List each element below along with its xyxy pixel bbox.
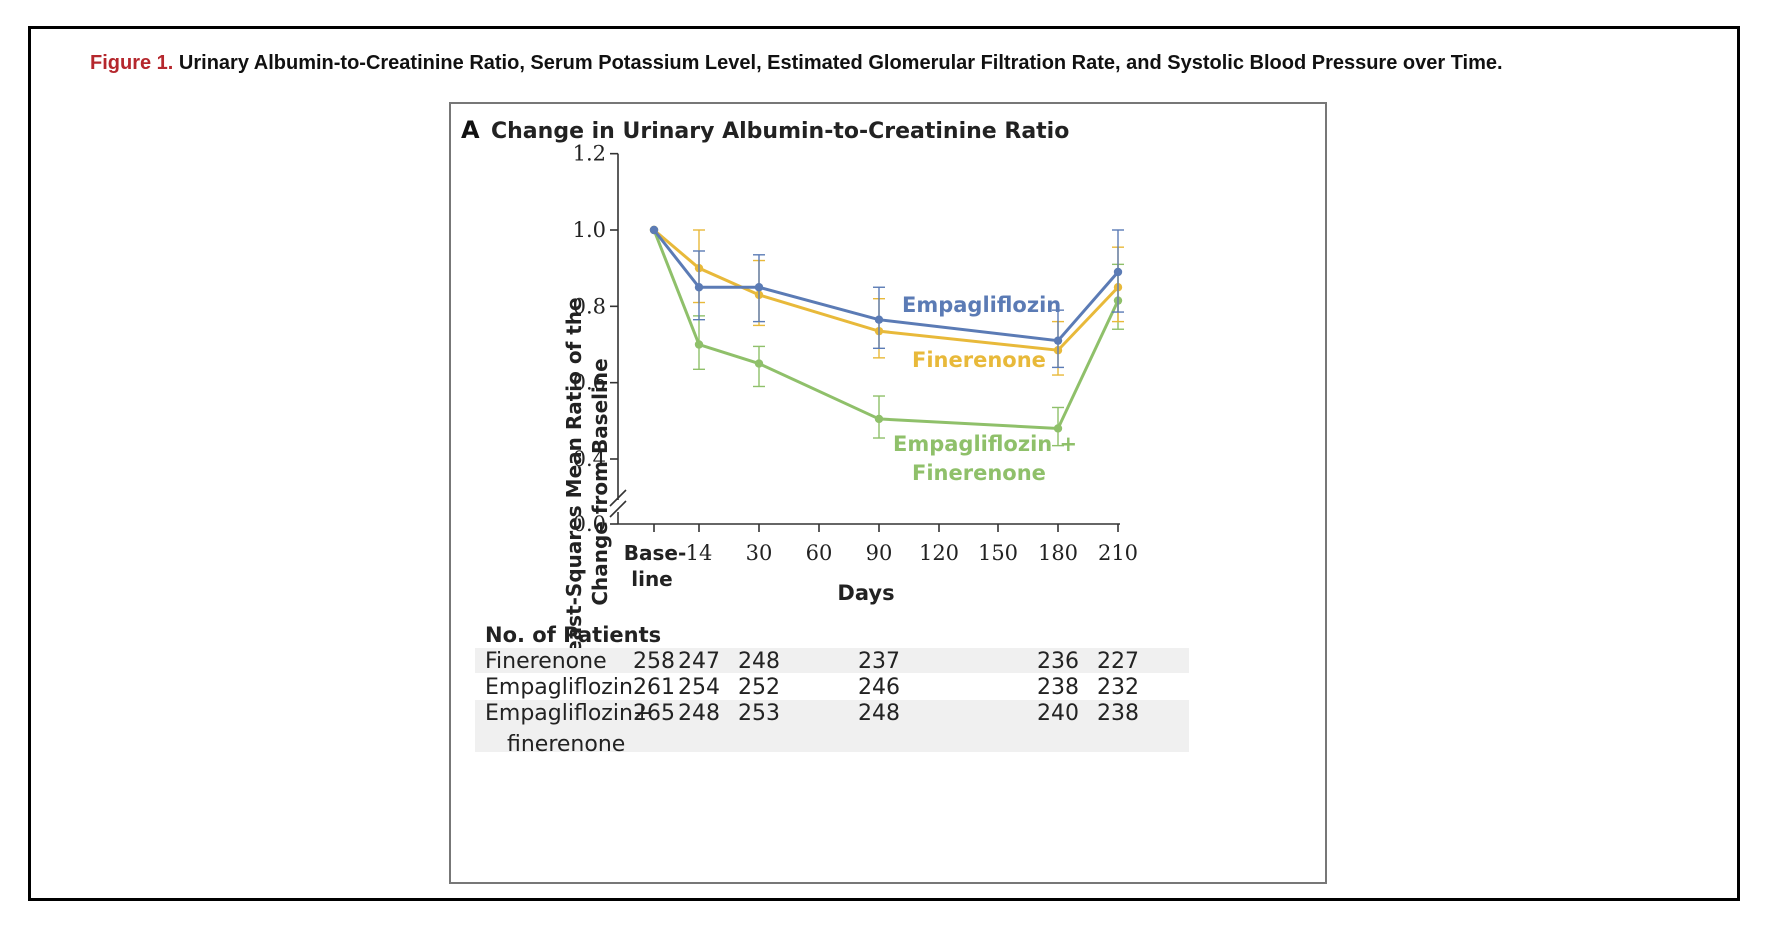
x-tick-label-line2: line	[631, 567, 673, 591]
y-tick-label: 1.2	[573, 142, 606, 166]
table-row: Finerenone 258 247 248 237 236 227	[485, 649, 1139, 674]
y-tick-label: 0.8	[573, 294, 606, 318]
figure-label: Figure 1.	[90, 52, 174, 74]
table-cell: 248	[858, 701, 900, 726]
x-tick-label: 90	[866, 541, 893, 565]
y-tick-label: 1.0	[573, 218, 606, 242]
table-row-band	[475, 648, 1189, 673]
series-label-combination-line2: Finerenone	[912, 461, 1046, 485]
table-row-band	[475, 700, 1189, 752]
table-row-name: Empagliflozin+	[485, 701, 651, 726]
chart-svg: A Change in Urinary Albumin-to-Creatinin…	[461, 116, 1189, 757]
table-cell: 247	[678, 649, 720, 674]
panel-title: Change in Urinary Albumin-to-Creatinine …	[491, 119, 1069, 144]
x-axis-label: Days	[837, 581, 894, 605]
series-label-combination-line1: Empagliflozin +	[893, 432, 1077, 456]
axes-group: 0.0 0.4 0.6 0.8 1.0 1.2 Base-line 14 30 60 90 120 15…	[573, 142, 1138, 591]
panel-letter: A	[461, 116, 480, 144]
chart-panel: A Change in Urinary Albumin-to-Creatinin…	[449, 102, 1327, 884]
table-row-name: Empagliflozin	[485, 675, 633, 700]
figure-caption: Figure 1. Urinary Albumin-to-Creatinine …	[90, 52, 1503, 75]
data-point	[874, 414, 884, 424]
x-tick-label: 210	[1098, 541, 1138, 565]
data-point	[754, 359, 764, 368]
x-tick-label: 14	[686, 541, 713, 565]
table-cell: 238	[1097, 701, 1139, 726]
y-axis-break-mark	[609, 489, 627, 507]
table-cell: 258	[633, 649, 675, 674]
x-tick-label: 180	[1038, 541, 1078, 565]
series-label-finerenone: Finerenone	[912, 348, 1046, 372]
table-row: Empagliflozin 261 254 252 246 238 232	[485, 675, 1139, 700]
y-axis-label-group: Least-Squares Mean Ratio of the Change f…	[562, 297, 612, 666]
table-cell: 248	[678, 701, 720, 726]
table-cell: 248	[738, 649, 780, 674]
table-cell: 261	[633, 675, 675, 700]
y-tick-label: 0.6	[573, 371, 606, 395]
table-row-name: Finerenone	[485, 649, 607, 674]
x-tick-label: 60	[806, 541, 833, 565]
series-line	[652, 229, 1120, 343]
data-point	[1113, 267, 1123, 277]
table-cell: 236	[1037, 649, 1079, 674]
data-point	[1053, 336, 1063, 345]
data-point	[874, 315, 884, 324]
series-labels-layer: Empagliflozin Finerenone Empagliflozin + Fi…	[893, 293, 1077, 485]
table-cell: 253	[738, 701, 780, 726]
data-point	[694, 283, 704, 292]
series-layer	[649, 225, 1124, 447]
series-empagliflozin	[649, 225, 1124, 369]
table-cell: 232	[1097, 675, 1139, 700]
data-point	[694, 340, 704, 349]
data-point	[649, 225, 659, 235]
y-axis-break-mark	[609, 500, 627, 518]
figure-caption-text: Urinary Albumin-to-Creatinine Ratio, Ser…	[178, 52, 1503, 74]
x-tick-label: 150	[978, 541, 1018, 565]
series-line	[652, 229, 1120, 431]
table-cell: 227	[1097, 649, 1139, 674]
x-tick-label: Base-	[624, 541, 687, 565]
series-label-empagliflozin: Empagliflozin	[902, 293, 1061, 317]
table-cell: 254	[678, 675, 720, 700]
table-cell: 246	[858, 675, 900, 700]
y-tick-label: 0.4	[573, 447, 606, 471]
table-cell: 240	[1037, 701, 1079, 726]
table-cell: 265	[633, 701, 675, 726]
data-point	[1053, 424, 1063, 433]
series-empagliflozin-finerenone	[649, 225, 1124, 447]
table-cell: 237	[858, 649, 900, 674]
y-axis-label-line1: Least-Squares Mean Ratio of the	[562, 297, 586, 666]
series-line	[653, 228, 1120, 352]
data-point	[754, 283, 764, 292]
table-cell: 252	[738, 675, 780, 700]
y-axis-label-line2: Change from Baseline	[588, 358, 612, 605]
x-tick-label: 120	[919, 541, 959, 565]
table-row-name-line2: finerenone	[507, 732, 625, 757]
patients-table-heading: No. of Patients	[485, 623, 661, 647]
x-tick-label: 30	[746, 541, 773, 565]
table-cell: 238	[1037, 675, 1079, 700]
y-tick-label: 0.0	[573, 512, 606, 536]
